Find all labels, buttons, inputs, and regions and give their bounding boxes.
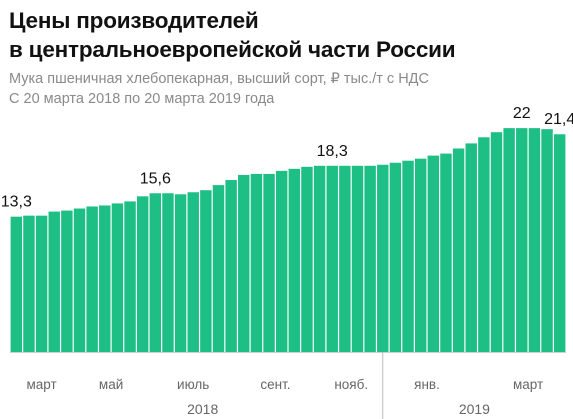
x-tick-label: май bbox=[99, 377, 123, 392]
bar bbox=[73, 208, 86, 352]
bar bbox=[187, 192, 199, 352]
chart-title-line-1: Цены производителей bbox=[9, 8, 259, 33]
bar bbox=[364, 165, 376, 352]
bar bbox=[111, 203, 124, 352]
bar bbox=[35, 215, 48, 352]
bar bbox=[124, 201, 136, 352]
bar bbox=[503, 128, 515, 352]
bar bbox=[162, 193, 174, 352]
bar bbox=[516, 128, 528, 352]
bar bbox=[326, 165, 338, 352]
data-label: 15,6 bbox=[140, 170, 171, 187]
bar bbox=[23, 215, 35, 352]
bar bbox=[86, 206, 98, 352]
year-label: 2018 bbox=[187, 401, 218, 417]
bar bbox=[490, 132, 503, 352]
bar bbox=[402, 160, 414, 352]
bar bbox=[301, 166, 313, 352]
bar bbox=[339, 165, 351, 352]
year-label: 2019 bbox=[459, 401, 490, 417]
bar bbox=[250, 173, 263, 352]
bar bbox=[351, 165, 364, 352]
data-label: 18,3 bbox=[317, 143, 348, 160]
data-label: 21,4 bbox=[544, 111, 573, 128]
bar bbox=[174, 194, 187, 352]
bar bbox=[440, 153, 452, 352]
bar bbox=[99, 205, 111, 352]
bar bbox=[263, 173, 275, 352]
bar bbox=[427, 155, 440, 352]
x-tick-label: нояб. bbox=[334, 377, 368, 392]
bar bbox=[377, 164, 389, 352]
bar bbox=[10, 216, 23, 352]
bar bbox=[389, 162, 402, 352]
x-tick-label: июль bbox=[177, 377, 209, 392]
chart-title-line-2: в центральноевропейской части России bbox=[9, 37, 456, 62]
bar bbox=[136, 196, 149, 352]
bar bbox=[465, 143, 477, 352]
bar bbox=[238, 174, 250, 352]
bar bbox=[478, 137, 490, 352]
data-label: 22 bbox=[513, 105, 531, 122]
bar bbox=[528, 128, 541, 352]
bar bbox=[541, 129, 553, 352]
data-label: 13,3 bbox=[1, 194, 32, 211]
bar bbox=[149, 193, 162, 352]
chart-subtitle-line-2: С 20 марта 2018 по 20 марта 2019 года bbox=[9, 91, 275, 107]
x-tick-label: сент. bbox=[260, 377, 290, 392]
x-tick-label: март bbox=[513, 377, 543, 392]
bar bbox=[414, 158, 427, 352]
chart-subtitle-line-1: Мука пшеничная хлебопекарная, высший сор… bbox=[9, 71, 429, 87]
bar bbox=[313, 165, 326, 352]
bar bbox=[275, 170, 288, 352]
bar bbox=[212, 185, 225, 352]
bar bbox=[225, 180, 237, 352]
bar bbox=[288, 168, 301, 352]
bar bbox=[48, 211, 60, 352]
x-tick-label: янв. bbox=[414, 377, 440, 392]
bar bbox=[200, 190, 212, 352]
bar bbox=[61, 210, 73, 352]
chart-title: Цены производителей в центральноевропейс… bbox=[9, 6, 456, 64]
bar bbox=[452, 148, 465, 352]
x-tick-label: март bbox=[27, 377, 57, 392]
bar bbox=[553, 134, 566, 352]
